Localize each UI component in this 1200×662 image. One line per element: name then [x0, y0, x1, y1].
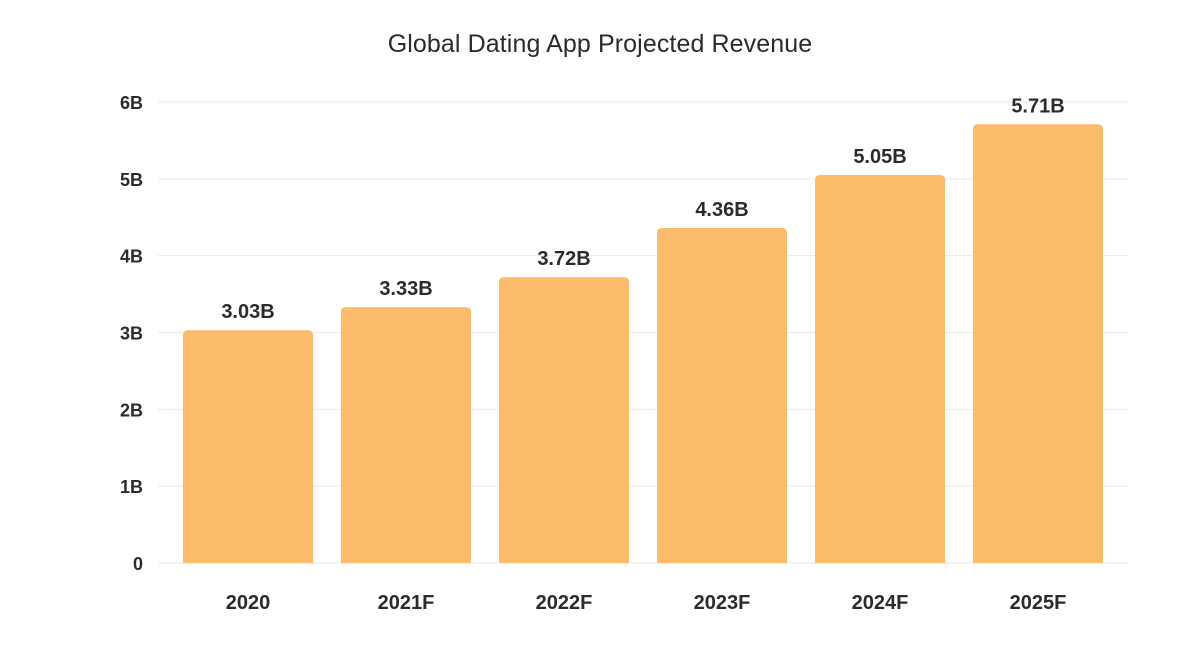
bars-layer: [183, 124, 1103, 564]
data-label: 3.33B: [379, 278, 432, 300]
y-tick-label: 1B: [120, 477, 143, 497]
data-label: 4.36B: [695, 199, 748, 221]
data-label: 5.71B: [1011, 95, 1064, 117]
bar-2024F: [815, 174, 945, 563]
x-tick-label: 2022F: [536, 592, 593, 614]
bar-2025F: [973, 124, 1103, 563]
y-tick-label: 3B: [120, 324, 143, 344]
bar-2022F: [499, 277, 629, 563]
x-tick-label: 2020: [226, 592, 271, 614]
bar-2021F: [341, 307, 471, 563]
data-label: 5.05B: [853, 146, 906, 168]
y-tick-label: 4B: [120, 247, 143, 267]
y-tick-label: 2B: [120, 400, 143, 420]
x-tick-label: 2021F: [378, 592, 435, 614]
y-tick-label: 6B: [120, 93, 143, 113]
labels-layer: 0 1B 2B 3B 4B 5B 6B 3.03B 2020 3.33B 2021F 3.72B 202…: [120, 93, 1066, 614]
x-tick-label: 2025F: [1010, 592, 1067, 614]
x-tick-label: 2023F: [694, 592, 751, 614]
y-tick-label: 5B: [120, 170, 143, 190]
chart-title: Global Dating App Projected Revenue: [387, 30, 813, 58]
data-label: 3.72B: [537, 248, 590, 270]
bar-2020: [183, 330, 313, 563]
y-tick-label: 0: [133, 554, 143, 574]
x-tick-label: 2024F: [852, 592, 909, 614]
grid-layer: [158, 101, 1128, 564]
bar-2023F: [657, 228, 787, 564]
data-label: 3.03B: [221, 301, 274, 323]
